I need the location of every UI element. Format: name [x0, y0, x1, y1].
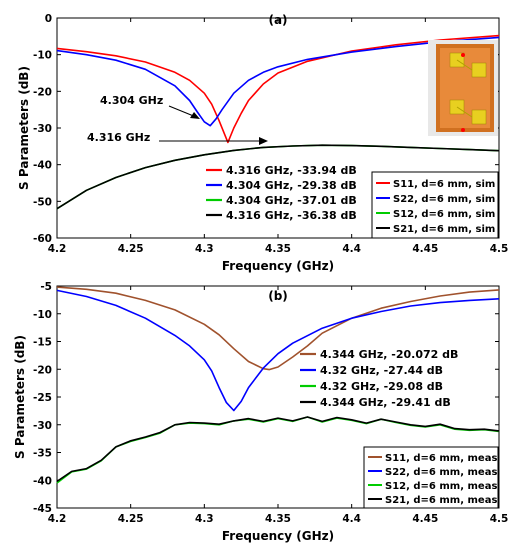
ytick-label-b-3: -20 — [33, 364, 52, 376]
xtick-label-a-6: 4.5 — [490, 243, 509, 255]
series-a-3 — [56, 144, 500, 210]
marker-legend-b-2: 4.32 GHz, -29.08 dB — [320, 380, 443, 393]
ytick-label-b-4: -25 — [33, 392, 52, 404]
xtick-label-b-5: 4.45 — [412, 513, 438, 525]
legend-a-s12: S12, d=6 mm, sim — [393, 209, 495, 220]
ytick-label-a-2: -20 — [33, 86, 52, 98]
xtick-label-b-3: 4.35 — [265, 513, 291, 525]
xtick-label-b-6: 4.5 — [490, 513, 509, 525]
panel-b-xlabel: Frequency (GHz) — [222, 529, 334, 543]
marker-legend-b-1: 4.32 GHz, -27.44 dB — [320, 364, 443, 377]
marker-legend-b-3: 4.344 GHz, -29.41 dB — [320, 396, 451, 409]
panel-b-legend: S11, d=6 mm, meas S22, d=6 mm, meas S12,… — [363, 446, 499, 509]
ytick-label-a-0: 0 — [45, 13, 52, 25]
xtick-label-b-1: 4.25 — [118, 513, 144, 525]
marker-legend-a-0: 4.316 GHz, -33.94 dB — [226, 164, 357, 177]
legend-b-s22: S22, d=6 mm, meas — [385, 467, 497, 478]
marker-legend-a-3: 4.316 GHz, -36.38 dB — [226, 209, 357, 222]
legend-b-s11: S11, d=6 mm, meas — [385, 453, 497, 464]
panel-b-marker-legend: 4.344 GHz, -20.072 dB 4.32 GHz, -27.44 d… — [300, 348, 458, 409]
xtick-label-a-4: 4.4 — [342, 243, 361, 255]
xtick-label-a-0: 4.2 — [48, 243, 67, 255]
ytick-label-b-6: -35 — [33, 448, 52, 460]
xtick-label-b-2: 4.3 — [195, 513, 214, 525]
xtick-label-b-4: 4.4 — [342, 513, 361, 525]
ytick-label-b-2: -15 — [33, 337, 52, 349]
xtick-label-a-3: 4.35 — [265, 243, 291, 255]
legend-a-s11: S11, d=6 mm, sim — [393, 179, 495, 190]
series-a-1 — [56, 36, 500, 127]
ytick-label-b-1: -10 — [33, 309, 52, 321]
panel-a: (a) Frequency (GHz) S Parameters (dB) 4.… — [17, 13, 508, 273]
ytick-label-b-5: -30 — [33, 420, 52, 432]
marker-legend-b-0: 4.344 GHz, -20.072 dB — [320, 348, 458, 361]
ytick-label-a-1: -10 — [33, 50, 52, 62]
panel-a-ylabel: S Parameters (dB) — [17, 66, 31, 190]
annotation-4304: 4.304 GHz — [100, 94, 163, 107]
ytick-label-a-6: -60 — [33, 233, 52, 245]
panel-a-xlabel: Frequency (GHz) — [222, 259, 334, 273]
panel-b-title: (b) — [268, 289, 288, 303]
ytick-label-a-3: -30 — [33, 123, 52, 135]
legend-a-s21: S21, d=6 mm, sim — [393, 224, 495, 235]
ytick-label-a-5: -50 — [33, 196, 52, 208]
legend-b-s21: S21, d=6 mm, meas — [385, 495, 497, 506]
ytick-label-a-4: -40 — [33, 160, 52, 172]
panel-a-marker-legend: 4.316 GHz, -33.94 dB 4.304 GHz, -29.38 d… — [206, 164, 357, 222]
marker-legend-a-2: 4.304 GHz, -37.01 dB — [226, 194, 357, 207]
xtick-label-a-1: 4.25 — [118, 243, 144, 255]
ytick-label-b-0: -5 — [40, 281, 52, 293]
marker-legend-a-1: 4.304 GHz, -29.38 dB — [226, 179, 357, 192]
ytick-label-b-8: -45 — [33, 503, 52, 515]
xtick-label-a-2: 4.3 — [195, 243, 214, 255]
xtick-label-b-0: 4.2 — [48, 513, 67, 525]
panel-b: (b) Frequency (GHz) S Parameters (dB) 4.… — [13, 281, 508, 543]
ytick-label-b-7: -40 — [33, 475, 52, 487]
annotation-4316: 4.316 GHz — [87, 131, 150, 144]
xtick-label-a-5: 4.45 — [412, 243, 438, 255]
antenna-photo — [428, 40, 498, 136]
legend-a-s22: S22, d=6 mm, sim — [393, 194, 495, 205]
panel-a-annotations: 4.304 GHz 4.316 GHz — [87, 94, 268, 145]
series-b-3 — [56, 416, 500, 483]
panel-a-legend: S11, d=6 mm, sim S22, d=6 mm, sim S12, d… — [371, 171, 499, 239]
series-b-1 — [56, 289, 500, 412]
legend-b-s12: S12, d=6 mm, meas — [385, 481, 497, 492]
series-b-0 — [56, 286, 500, 371]
panel-b-ylabel: S Parameters (dB) — [13, 335, 27, 459]
